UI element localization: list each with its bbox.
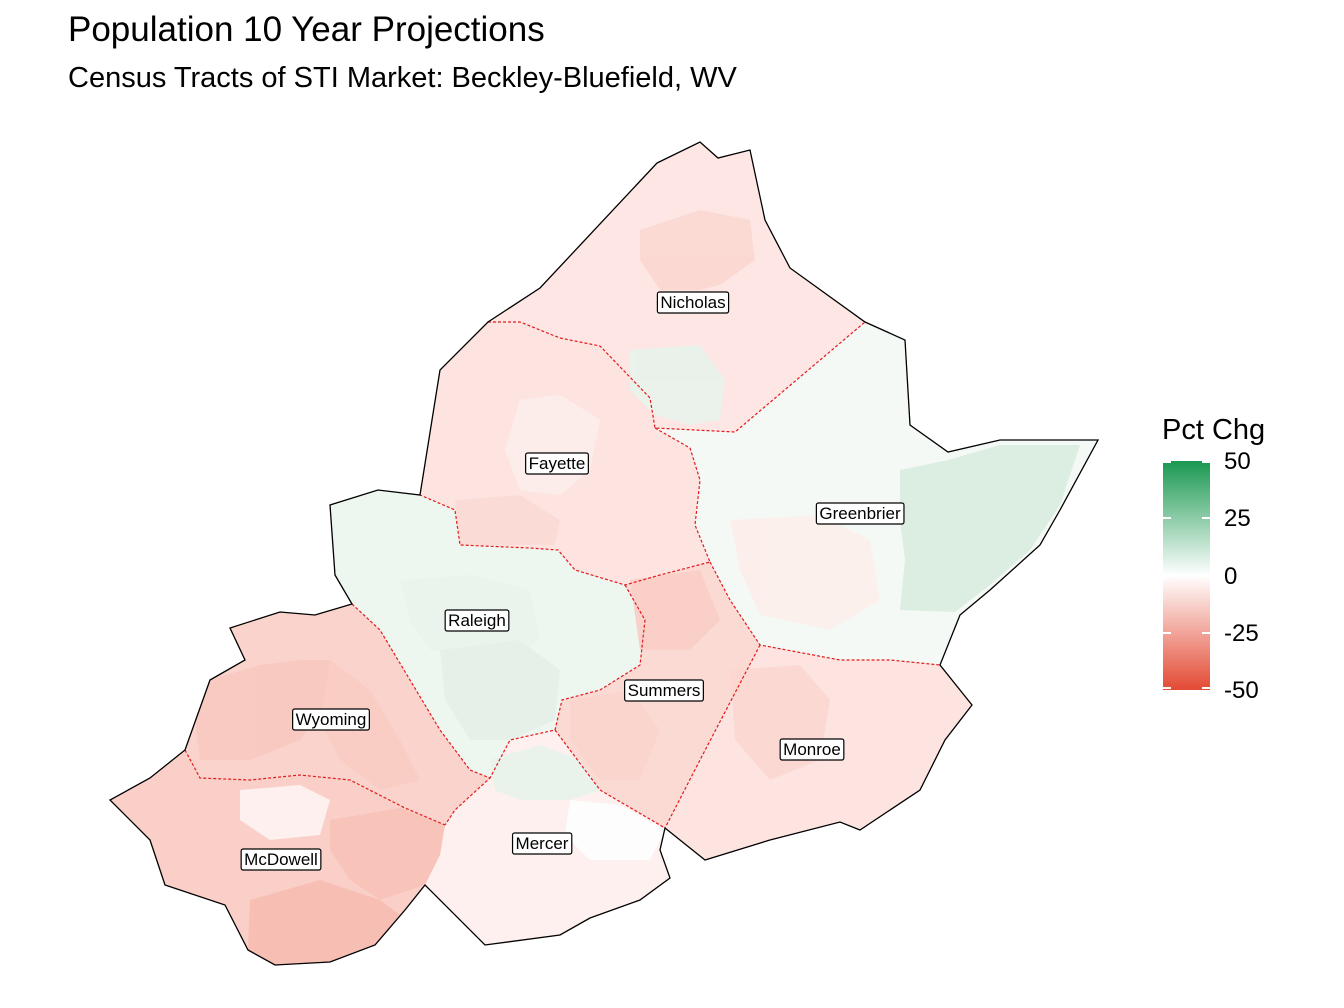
legend-tick-label: -25 bbox=[1224, 619, 1259, 647]
market-outline bbox=[108, 141, 1100, 966]
legend-tick-label: -50 bbox=[1224, 677, 1259, 704]
svg-text:McDowell: McDowell bbox=[244, 850, 318, 869]
svg-text:Nicholas: Nicholas bbox=[660, 293, 725, 312]
county-label-wyoming: Wyoming bbox=[292, 708, 370, 731]
legend-tick-mark bbox=[1163, 687, 1171, 689]
legend-tick-mark bbox=[1202, 574, 1210, 577]
county-label-monroe: Monroe bbox=[779, 738, 845, 761]
legend-tick-mark bbox=[1202, 631, 1210, 634]
map-title: Population 10 Year Projections bbox=[68, 10, 545, 49]
county-label-mercer: Mercer bbox=[511, 832, 573, 855]
county-label-nicholas: Nicholas bbox=[656, 291, 730, 314]
county-labels: Nicholas Fayette Greenbrier Raleigh Summers M… bbox=[240, 291, 905, 871]
svg-text:Raleigh: Raleigh bbox=[448, 611, 506, 630]
legend-tick-label: 50 bbox=[1224, 448, 1251, 475]
svg-text:Fayette: Fayette bbox=[529, 454, 586, 473]
map-subtitle: Census Tracts of STI Market: Beckley-Blu… bbox=[68, 62, 737, 94]
legend-tick-label: 25 bbox=[1224, 505, 1251, 533]
legend-tick-mark bbox=[1163, 631, 1171, 634]
county-label-greenbrier: Greenbrier bbox=[815, 502, 905, 525]
legend-tick-mark bbox=[1202, 517, 1210, 520]
svg-text:Mercer: Mercer bbox=[516, 834, 569, 853]
legend-tick-mark bbox=[1163, 461, 1171, 463]
legend-tick-mark bbox=[1202, 461, 1210, 463]
county-label-raleigh: Raleigh bbox=[444, 609, 510, 632]
legend-tick-label: 0 bbox=[1224, 562, 1238, 590]
svg-text:Greenbrier: Greenbrier bbox=[819, 504, 901, 523]
county-label-summers: Summers bbox=[624, 679, 704, 702]
svg-text:Summers: Summers bbox=[628, 681, 701, 700]
county-label-fayette: Fayette bbox=[525, 452, 589, 475]
legend-tick-mark bbox=[1163, 574, 1171, 577]
svg-text:Monroe: Monroe bbox=[783, 740, 841, 759]
county-borders bbox=[184, 321, 941, 829]
county-label-mcdowell: McDowell bbox=[240, 848, 322, 871]
legend-title: Pct Chg bbox=[1162, 414, 1266, 446]
legend-tick-mark bbox=[1163, 517, 1171, 520]
svg-text:Wyoming: Wyoming bbox=[296, 710, 367, 729]
legend-tick-mark bbox=[1202, 687, 1210, 689]
